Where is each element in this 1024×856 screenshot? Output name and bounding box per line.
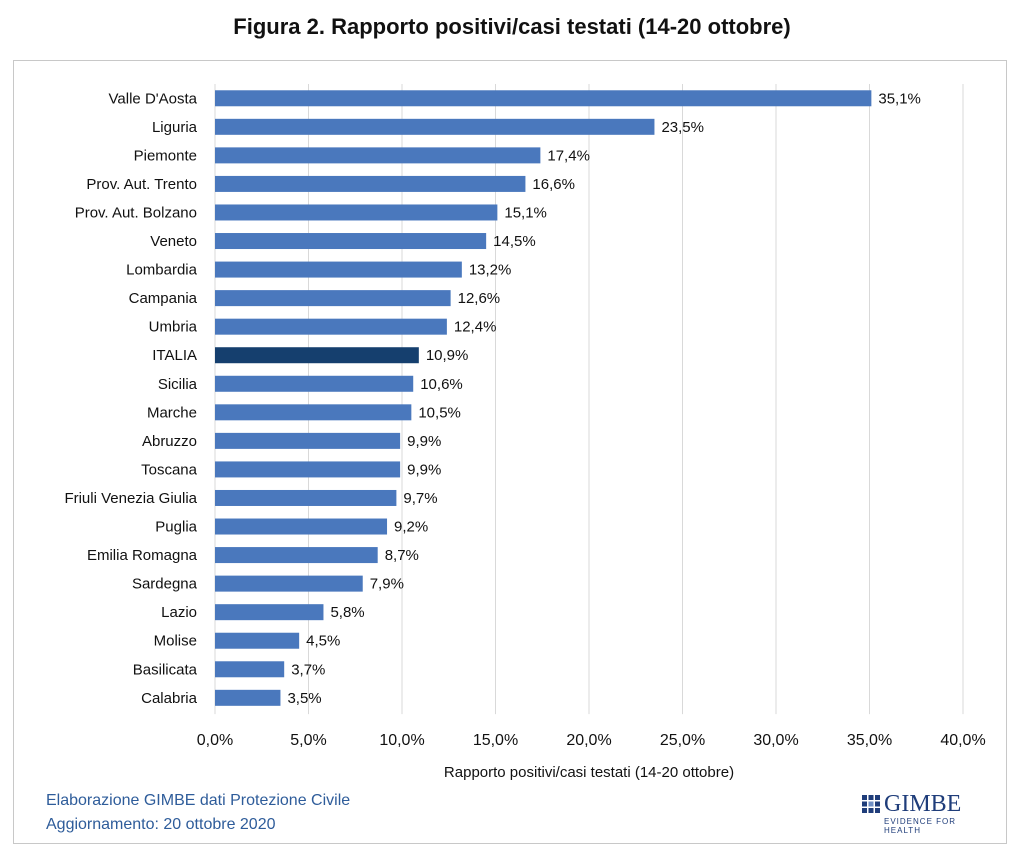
category-label: Sicilia	[158, 376, 198, 393]
value-label: 10,5%	[418, 404, 461, 421]
value-label: 9,2%	[394, 519, 428, 536]
gimbe-grid-icon	[862, 795, 880, 813]
x-tick-label: 20,0%	[566, 732, 611, 749]
x-axis-title: Rapporto positivi/casi testati (14-20 ot…	[444, 764, 734, 781]
bar	[215, 575, 363, 592]
category-label: Basilicata	[133, 661, 198, 678]
category-label: Prov. Aut. Bolzano	[75, 204, 197, 221]
value-label: 16,6%	[532, 176, 575, 193]
x-tick-label: 0,0%	[197, 732, 233, 749]
bar	[215, 318, 447, 335]
value-label: 10,9%	[426, 347, 469, 364]
value-label: 5,8%	[330, 604, 364, 621]
footer-updated: Aggiornamento: 20 ottobre 2020	[46, 816, 276, 833]
value-label: 10,6%	[420, 376, 463, 393]
category-label: Veneto	[150, 233, 197, 250]
value-label: 12,4%	[454, 319, 497, 336]
value-label: 8,7%	[385, 547, 419, 564]
value-label: 13,2%	[469, 262, 512, 279]
x-tick-label: 40,0%	[940, 732, 985, 749]
bar	[215, 118, 655, 135]
category-label: Liguria	[152, 119, 198, 136]
value-label: 9,7%	[403, 490, 437, 507]
x-tick-label: 25,0%	[660, 732, 705, 749]
category-label: Campania	[129, 290, 198, 307]
category-label: Molise	[154, 633, 197, 650]
x-tick-label: 5,0%	[290, 732, 326, 749]
value-label: 17,4%	[547, 147, 590, 164]
x-tick-label: 35,0%	[847, 732, 892, 749]
category-label: ITALIA	[152, 347, 197, 364]
bar	[215, 233, 487, 250]
bar	[215, 547, 378, 564]
category-label: Toscana	[141, 461, 198, 478]
bar	[215, 518, 388, 535]
value-label: 9,9%	[407, 461, 441, 478]
x-tick-label: 30,0%	[753, 732, 798, 749]
bar	[215, 347, 419, 364]
category-label: Sardegna	[132, 576, 198, 593]
category-label: Emilia Romagna	[87, 547, 198, 564]
x-tick-label: 15,0%	[473, 732, 518, 749]
bar	[215, 604, 324, 621]
bar	[215, 689, 281, 706]
bar	[215, 290, 451, 307]
bar	[215, 90, 872, 107]
value-label: 35,1%	[878, 90, 921, 107]
category-label: Calabria	[141, 690, 198, 707]
category-label: Piemonte	[134, 147, 197, 164]
gimbe-logo: GIMBE EVIDENCE FOR HEALTH	[862, 792, 972, 835]
gimbe-logo-tagline: EVIDENCE FOR HEALTH	[884, 817, 957, 835]
value-label: 4,5%	[306, 633, 340, 650]
category-label: Umbria	[149, 319, 198, 336]
bar	[215, 489, 397, 506]
category-label: Lazio	[161, 604, 197, 621]
bar	[215, 147, 541, 164]
value-label: 15,1%	[504, 204, 547, 221]
bar	[215, 404, 412, 421]
bar	[215, 204, 498, 221]
category-label: Abruzzo	[142, 433, 197, 450]
figure-title: Figura 2. Rapporto positivi/casi testati…	[233, 14, 791, 39]
value-label: 3,7%	[291, 661, 325, 678]
category-label: Prov. Aut. Trento	[86, 176, 197, 193]
category-label: Valle D'Aosta	[109, 90, 198, 107]
category-label: Lombardia	[126, 262, 198, 279]
value-label: 7,9%	[370, 576, 404, 593]
bar	[215, 461, 401, 478]
value-label: 23,5%	[661, 119, 704, 136]
value-label: 12,6%	[458, 290, 501, 307]
category-label: Puglia	[155, 519, 197, 536]
bar	[215, 375, 414, 392]
chart-frame	[13, 60, 1007, 844]
bar	[215, 175, 526, 192]
value-label: 3,5%	[287, 690, 321, 707]
bar	[215, 261, 462, 278]
category-label: Friuli Venezia Giulia	[64, 490, 197, 507]
bar	[215, 632, 300, 649]
bar	[215, 432, 401, 449]
footer-source: Elaborazione GIMBE dati Protezione Civil…	[46, 792, 351, 809]
value-label: 9,9%	[407, 433, 441, 450]
value-label: 14,5%	[493, 233, 536, 250]
gimbe-logo-name: GIMBE	[884, 791, 962, 817]
x-tick-label: 10,0%	[379, 732, 424, 749]
category-label: Marche	[147, 404, 197, 421]
bar	[215, 661, 285, 678]
